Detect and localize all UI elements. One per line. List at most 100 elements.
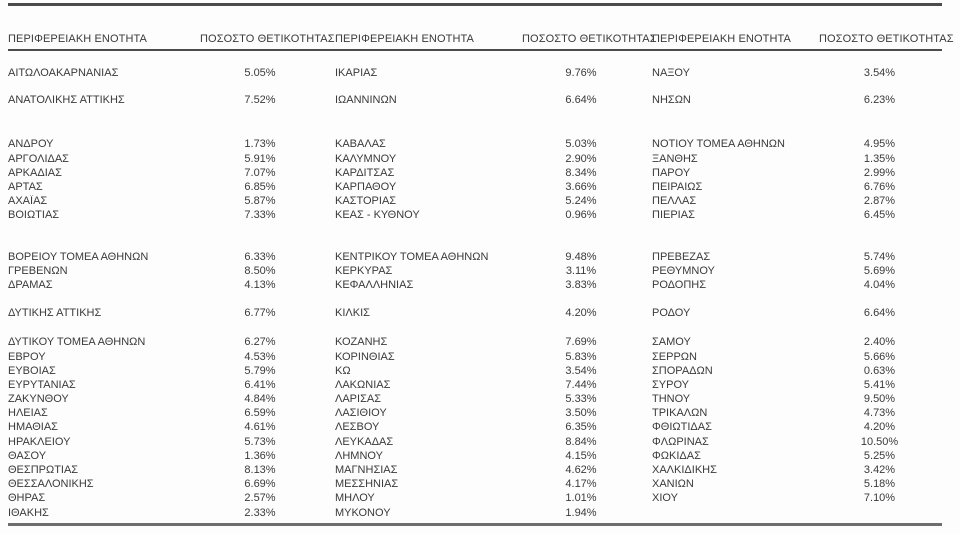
rate-cell: 1.35%	[863, 152, 896, 165]
table-row: ΘΕΣΣΑΛΟΝΙΚΗΣ 6.69% ΜΕΣΣΗΝΙΑΣ 4.17% ΧΑΝΙΩΝ 5.1…	[8, 477, 942, 491]
rate-cell: 7.44%	[565, 378, 597, 391]
region-cell: ΛΕΥΚΑΔΑΣ	[335, 435, 394, 448]
table-row: ΒΟΡΕΙΟΥ ΤΟΜΕΑ ΑΘΗΝΩΝ 6.33% ΚΕΝΤΡΙΚΟΥ ΤΟΜΕΑ…	[8, 250, 942, 264]
table-row: ΘΑΣΟΥ 1.36% ΛΗΜΝΟΥ 4.15% ΦΩΚΙΔΑΣ 5.25%	[8, 449, 942, 463]
region-cell: ΓΡΕΒΕΝΩΝ	[8, 264, 68, 277]
table-row: ΗΜΑΘΙΑΣ 4.61% ΛΕΣΒΟΥ 6.35% ΦΘΙΩΤΙΔΑΣ 4.20%	[8, 420, 942, 434]
region-cell: ΘΕΣΣΑΛΟΝΙΚΗΣ	[8, 478, 94, 491]
rate-cell: 3.11%	[565, 264, 597, 277]
region-cell: ΘΑΣΟΥ	[8, 449, 47, 462]
rate-cell: 5.33%	[565, 393, 597, 406]
region-cell: ΛΗΜΝΟΥ	[335, 449, 383, 462]
table-row: ΕΒΡΟΥ 4.53% ΚΟΡΙΝΘΙΑΣ 5.83% ΣΕΡΡΩΝ 5.66%	[8, 349, 942, 363]
region-cell: ΦΛΩΡΙΝΑΣ	[652, 435, 709, 448]
region-cell: ΑΝΔΡΟΥ	[8, 138, 54, 151]
region-cell: ΣΕΡΡΩΝ	[652, 350, 697, 363]
region-cell: ΚΙΛΚΙΣ	[335, 307, 370, 320]
rate-cell: 6.33%	[244, 250, 276, 263]
region-cell: ΛΑΚΩΝΙΑΣ	[335, 378, 391, 391]
region-cell: ΡΟΔΟΠΗΣ	[652, 278, 707, 291]
table-row: ΑΡΓΟΛΙΔΑΣ 5.91% ΚΑΛΥΜΝΟΥ 2.90% ΞΑΝΘΗΣ 1.35%	[8, 152, 942, 166]
table-row: ΖΑΚΥΝΘΟΥ 4.84% ΛΑΡΙΣΑΣ 5.33% ΤΗΝΟΥ 9.50%	[8, 392, 942, 406]
region-cell: ΚΑΡΔΙΤΣΑΣ	[335, 166, 395, 179]
rate-cell: 4.15%	[565, 449, 597, 462]
rate-cell: 2.40%	[863, 336, 896, 349]
rate-cell: 1.36%	[244, 449, 276, 462]
region-cell: ΝΟΤΙΟΥ ΤΟΜΕΑ ΑΘΗΝΩΝ	[652, 138, 785, 151]
region-cell: ΛΑΡΙΣΑΣ	[335, 393, 382, 406]
region-cell: ΚΑΡΠΑΘΟΥ	[335, 181, 397, 194]
rate-cell: 0.63%	[863, 364, 896, 377]
rate-cell: 1.94%	[565, 506, 597, 519]
rate-cell: 8.84%	[565, 435, 597, 448]
table-row: ΙΘΑΚΗΣ 2.33% ΜΥΚΟΝΟΥ 1.94%	[8, 506, 942, 520]
rate-cell: 6.45%	[863, 209, 896, 222]
region-cell: ΚΕΡΚΥΡΑΣ	[335, 264, 393, 277]
rate-cell: 4.17%	[565, 478, 597, 491]
rate-cell: 5.69%	[863, 264, 896, 277]
table-row: ΑΡΤΑΣ 6.85% ΚΑΡΠΑΘΟΥ 3.66% ΠΕΙΡΑΙΩΣ 6.76%	[8, 180, 942, 194]
rate-cell: 6.64%	[863, 307, 896, 320]
region-cell: ΔΥΤΙΚΟΥ ΤΟΜΕΑ ΑΘΗΝΩΝ	[8, 336, 146, 349]
rate-cell: 4.61%	[244, 421, 276, 434]
region-cell: ΒΟΡΕΙΟΥ ΤΟΜΕΑ ΑΘΗΝΩΝ	[8, 250, 149, 263]
rate-cell: 3.42%	[863, 464, 896, 477]
region-cell: ΣΑΜΟΥ	[652, 336, 691, 349]
rate-cell: 7.69%	[565, 336, 597, 349]
region-cell: ΑΙΤΩΛΟΑΚΑΡΝΑΝΙΑΣ	[8, 67, 119, 80]
rate-cell: 1.01%	[565, 492, 597, 505]
region-cell: ΧΑΛΚΙΔΙΚΗΣ	[652, 464, 717, 477]
table-row: ΗΡΑΚΛΕΙΟΥ 5.73% ΛΕΥΚΑΔΑΣ 8.84% ΦΛΩΡΙΝΑΣ 10.50…	[8, 435, 942, 449]
rate-cell: 6.23%	[863, 94, 896, 107]
table-row: ΑΡΚΑΔΙΑΣ 7.07% ΚΑΡΔΙΤΣΑΣ 8.34% ΠΑΡΟΥ 2.99%	[8, 166, 942, 180]
region-cell: ΖΑΚΥΝΘΟΥ	[8, 393, 69, 406]
column-header-rate-3: ΠΟΣΟΣΤΟ ΘΕΤΙΚΟΤΗΤΑΣ	[819, 33, 954, 45]
region-cell: ΑΧΑΪΑΣ	[8, 195, 48, 208]
rate-cell: 5.25%	[863, 449, 896, 462]
region-cell: ΚΑΛΥΜΝΟΥ	[335, 152, 397, 165]
region-cell: ΡΟΔΟΥ	[652, 307, 691, 320]
rate-cell: 6.77%	[244, 307, 276, 320]
rate-cell: 4.04%	[863, 278, 896, 291]
table-body: ΑΙΤΩΛΟΑΚΑΡΝΑΝΙΑΣ 5.05% ΙΚΑΡΙΑΣ 9.76% ΝΑΞΟΥ 3.…	[8, 66, 942, 526]
region-cell: ΚΟΡΙΝΘΙΑΣ	[335, 350, 395, 363]
rate-cell: 8.50%	[244, 264, 276, 277]
region-cell: ΘΕΣΠΡΩΤΙΑΣ	[8, 464, 79, 477]
region-cell: ΑΝΑΤΟΛΙΚΗΣ ΑΤΤΙΚΗΣ	[8, 94, 125, 107]
rate-cell: 3.54%	[863, 67, 896, 80]
region-cell: ΑΡΚΑΔΙΑΣ	[8, 166, 62, 179]
rate-cell: 5.05%	[244, 67, 276, 80]
region-cell: ΙΘΑΚΗΣ	[8, 506, 49, 519]
rate-cell: 2.57%	[244, 492, 276, 505]
region-cell: ΗΜΑΘΙΑΣ	[8, 421, 58, 434]
region-cell: ΤΡΙΚΑΛΩΝ	[652, 407, 708, 420]
table-row: ΔΥΤΙΚΟΥ ΤΟΜΕΑ ΑΘΗΝΩΝ 6.27% ΚΟΖΑΝΗΣ 7.69% ΣΑΜ…	[8, 335, 942, 349]
region-cell: ΑΡΤΑΣ	[8, 181, 43, 194]
rate-cell: 5.74%	[863, 250, 896, 263]
column-header-region-2: ΠΕΡΙΦΕΡΕΙΑΚΗ ΕΝΟΤΗΤΑ	[335, 33, 474, 45]
region-cell: ΒΟΙΩΤΙΑΣ	[8, 209, 60, 222]
region-cell: ΧΙΟΥ	[652, 492, 678, 505]
region-cell: ΔΡΑΜΑΣ	[8, 278, 53, 291]
rate-cell: 4.53%	[244, 350, 276, 363]
region-cell: ΜΥΚΟΝΟΥ	[335, 506, 391, 519]
region-cell: ΡΕΘΥΜΝΟΥ	[652, 264, 715, 277]
table-row: ΘΗΡΑΣ 2.57% ΜΗΛΟΥ 1.01% ΧΙΟΥ 7.10%	[8, 491, 942, 505]
table-row: ΘΕΣΠΡΩΤΙΑΣ 8.13% ΜΑΓΝΗΣΙΑΣ 4.62% ΧΑΛΚΙΔΙΚΗΣ 3…	[8, 463, 942, 477]
rate-cell: 6.27%	[244, 336, 276, 349]
rate-cell: 9.76%	[565, 67, 597, 80]
rate-cell: 4.62%	[565, 464, 597, 477]
rate-cell: 5.18%	[863, 478, 896, 491]
region-cell: ΠΙΕΡΙΑΣ	[652, 209, 695, 222]
rate-cell: 6.41%	[244, 378, 276, 391]
region-cell: ΦΩΚΙΔΑΣ	[652, 449, 701, 462]
region-cell: ΤΗΝΟΥ	[652, 393, 691, 406]
rate-cell: 3.66%	[565, 181, 597, 194]
table-row: ΗΛΕΙΑΣ 6.59% ΛΑΣΙΘΙΟΥ 3.50% ΤΡΙΚΑΛΩΝ 4.73%	[8, 406, 942, 420]
table-row: ΕΥΡΥΤΑΝΙΑΣ 6.41% ΛΑΚΩΝΙΑΣ 7.44% ΣΥΡΟΥ 5.41%	[8, 378, 942, 392]
rate-cell: 6.64%	[565, 94, 597, 107]
rate-cell: 3.83%	[565, 278, 597, 291]
column-header-rate-2: ΠΟΣΟΣΤΟ ΘΕΤΙΚΟΤΗΤΑΣ	[522, 33, 657, 45]
column-header-region-1: ΠΕΡΙΦΕΡΕΙΑΚΗ ΕΝΟΤΗΤΑ	[8, 33, 147, 45]
positivity-table: ΠΕΡΙΦΕΡΕΙΑΚΗ ΕΝΟΤΗΤΑ ΠΟΣΟΣΤΟ ΘΕΤΙΚΟΤΗΤΑΣ…	[8, 3, 954, 526]
